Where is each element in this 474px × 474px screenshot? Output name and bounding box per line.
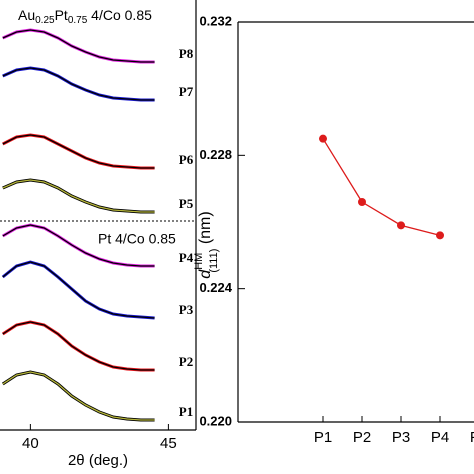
y-tick-label: 0.224	[199, 280, 232, 295]
x-tick-label: P2	[353, 429, 371, 446]
fit-curve	[2, 179, 155, 213]
data-curve	[2, 133, 155, 170]
fit-curve	[2, 371, 155, 421]
annotation-part: Pt	[55, 7, 68, 23]
x-axis-label: 2θ (deg.)	[68, 452, 128, 469]
left-panel-frame	[0, 0, 197, 431]
data-curve	[1, 260, 155, 320]
series-label: P4	[179, 250, 194, 265]
y-label-part: (111)	[208, 249, 220, 273]
annotation: Au0.25Pt0.75 4/Co 0.85	[18, 7, 152, 26]
series-label: P8	[179, 46, 194, 61]
annotation-part: 0.75	[68, 15, 88, 26]
y-tick-label: 0.228	[199, 147, 232, 162]
point	[436, 231, 444, 240]
series-label: P2	[179, 354, 193, 369]
fit-curve	[2, 321, 155, 371]
annotation-part: 0.25	[35, 15, 55, 26]
y-label-part: HM	[193, 253, 205, 270]
annotation-part: 4/Co 0.85	[87, 7, 152, 23]
fit-curve	[2, 134, 155, 169]
annotation-part: Au	[18, 7, 35, 23]
x-tick-label: P1	[314, 429, 332, 446]
series-label: P1	[179, 404, 193, 419]
y-tick-label: 0.232	[199, 13, 232, 28]
x-tick-label: 45	[160, 435, 177, 452]
annotation: Pt 4/Co 0.85	[98, 231, 176, 247]
right-panel-frame	[237, 21, 474, 423]
data-curve	[1, 370, 155, 422]
point	[319, 134, 327, 143]
x-tick-label: 40	[22, 435, 39, 452]
series-label: P5	[179, 196, 194, 211]
x-tick-label: P3	[392, 429, 410, 446]
series-label: P7	[179, 84, 194, 99]
data-curve	[2, 28, 155, 64]
line	[322, 138, 441, 236]
y-label-part: d	[197, 269, 214, 279]
point	[397, 221, 405, 230]
fit-curve	[2, 29, 155, 63]
fit-curve	[2, 261, 155, 319]
series-label: P3	[179, 302, 194, 317]
x-tick-label: P4	[431, 429, 449, 446]
point	[358, 198, 366, 206]
series-label: P6	[179, 152, 194, 167]
x-tick-label: P5	[470, 429, 474, 446]
data-curve	[2, 66, 155, 102]
data-curve	[1, 320, 155, 372]
y-tick-label: 0.220	[199, 413, 232, 428]
fit-curve	[2, 67, 155, 101]
fit-curve	[2, 224, 155, 267]
data-curve	[2, 178, 155, 214]
y-axis-label: dHM (111) (nm)	[193, 211, 220, 278]
y-label-part: (nm)	[197, 211, 214, 248]
